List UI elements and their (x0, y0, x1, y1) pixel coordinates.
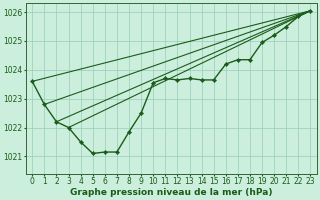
X-axis label: Graphe pression niveau de la mer (hPa): Graphe pression niveau de la mer (hPa) (70, 188, 273, 197)
